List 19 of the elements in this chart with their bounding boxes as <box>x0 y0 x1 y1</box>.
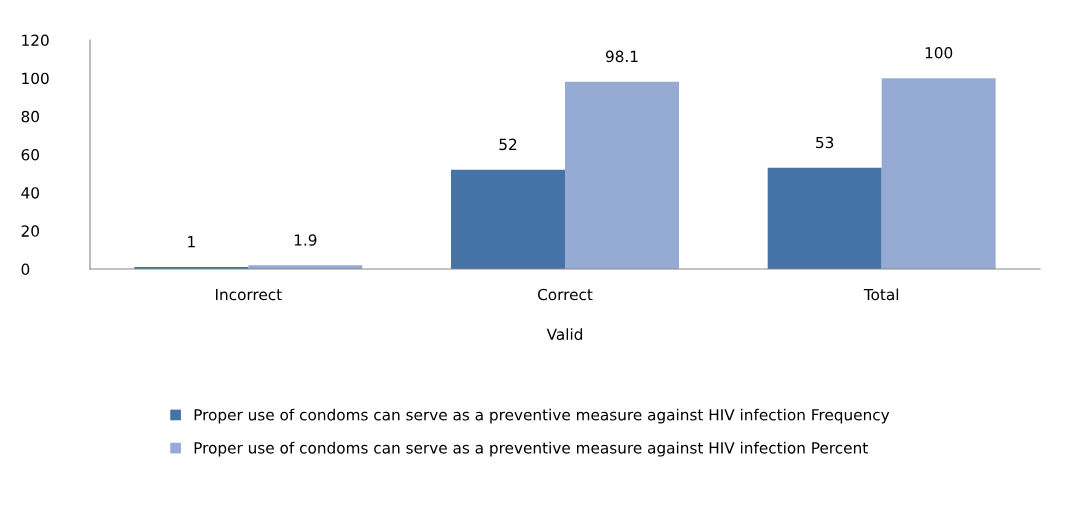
x-axis-title: Valid <box>546 328 583 341</box>
data-label: 53 <box>816 136 834 149</box>
x-tick-label: Total <box>863 288 899 301</box>
data-label: 100 <box>925 46 953 59</box>
data-label: 98.1 <box>605 50 638 63</box>
x-tick-label: Incorrect <box>215 288 282 301</box>
data-label: 1.9 <box>294 234 317 246</box>
y-tick-label: 0 <box>21 263 30 276</box>
y-tick-label: 40 <box>21 187 39 199</box>
y-tick-label: 80 <box>21 110 39 123</box>
legend-label: Proper use of condoms can serve as a preventive measure against HIV infection Percent <box>194 441 868 457</box>
legend-label: Proper use of condoms can serve as a preventive measure against HIV infection Frequency <box>194 408 890 424</box>
x-tick-label: Correct <box>537 288 593 301</box>
y-tick-label: 60 <box>21 148 39 161</box>
data-label: 52 <box>499 138 517 151</box>
data-label: 1 <box>188 236 195 248</box>
y-tick-label: 100 <box>22 72 49 85</box>
y-tick-label: 120 <box>22 34 49 47</box>
y-tick-label: 20 <box>21 225 39 237</box>
